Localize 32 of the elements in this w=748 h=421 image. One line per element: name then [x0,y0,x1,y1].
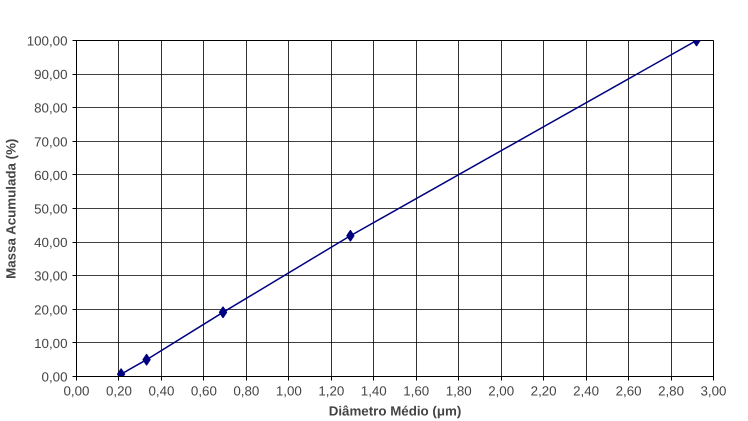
x-axis-title: Diâmetro Médio (μm) [328,404,462,418]
y-tick-label: 10,00 [34,336,68,351]
y-tick-label: 40,00 [34,235,68,250]
y-tick-label: 100,00 [26,34,68,48]
y-tick-label: 70,00 [34,134,68,150]
y-tick-label: 90,00 [34,67,68,82]
x-tick-label: 2,80 [658,384,684,398]
x-tick-label: 2,00 [488,384,514,398]
x-tick-label: 1,80 [446,384,472,398]
x-tick-label: 0,20 [106,384,132,398]
y-tick-label: 30,00 [34,268,68,284]
x-tick-label: 0,80 [233,384,260,398]
x-tick-label: 2,60 [616,384,642,398]
x-tick-label: 1,00 [276,384,302,398]
point [218,306,228,318]
y-tick-label: 20,00 [34,302,68,318]
x-tick-label: 2,40 [573,384,600,398]
x-tick-label: 1,40 [360,384,387,398]
y-tick-label: 80,00 [34,100,68,116]
x-tick-label: 0,00 [64,384,90,398]
y-tick-label: 60,00 [34,168,68,183]
point [346,230,355,242]
y-axis-title: Massa Acumulada (%) [4,138,19,279]
x-tick-label: 3,00 [700,384,726,398]
x-tick-label: 1,20 [318,384,344,398]
point [142,354,151,366]
x-tick-label: 2,20 [530,384,557,398]
x-tick-label: 0,60 [190,384,217,398]
x-tick-label: 1,60 [403,384,430,398]
y-tick-label: 50,00 [34,202,68,216]
y-tick-label: 0,00 [42,370,68,384]
x-tick-label: 0,40 [148,384,174,398]
